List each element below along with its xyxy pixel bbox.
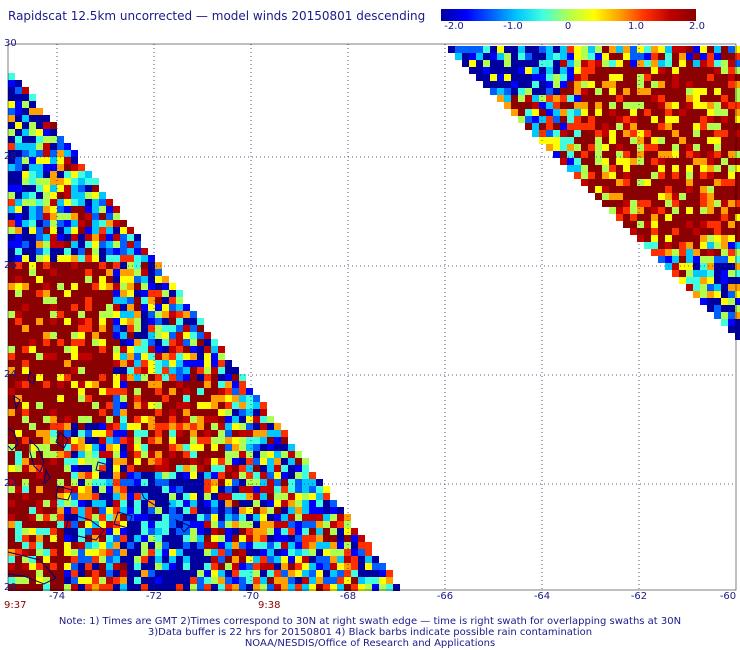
lon-label: -64 — [533, 591, 551, 602]
colorbar-label: 1.0 — [628, 21, 644, 32]
lon-label: -68 — [339, 591, 357, 602]
swath-time-label: 9:38 — [258, 600, 281, 611]
lat-label: 26 — [4, 260, 17, 271]
lon-label: -60 — [719, 591, 737, 602]
lon-label: -72 — [145, 591, 163, 602]
lat-label: 20 — [4, 582, 17, 593]
colorbar-label: 2.0 — [689, 21, 705, 32]
colorbar-label: -2.0 — [444, 21, 464, 32]
lon-label: -62 — [630, 591, 648, 602]
footnote-line-1: Note: 1) Times are GMT 2)Times correspon… — [58, 616, 682, 627]
lat-label: 24 — [4, 369, 17, 380]
colorbar-label: -1.0 — [503, 21, 523, 32]
lat-label: 30 — [4, 38, 17, 49]
lat-label: 22 — [4, 478, 17, 489]
coastline — [7, 370, 191, 585]
map-grid — [8, 44, 736, 590]
colorbar-label: 0 — [564, 21, 572, 32]
lon-label: -70 — [242, 591, 260, 602]
swath-right — [448, 46, 740, 340]
footnote-line-3: NOAA/NESDIS/Office of Research and Appli… — [244, 638, 496, 649]
swath-time-label: 9:37 — [4, 600, 27, 611]
map-title: Rapidscat 12.5km uncorrected — model win… — [8, 9, 426, 23]
lon-label: -66 — [436, 591, 454, 602]
lat-label: 28 — [4, 151, 17, 162]
map-border — [7, 43, 737, 591]
swath-left — [8, 73, 400, 591]
colorbar — [441, 9, 696, 21]
footnote-line-2: 3)Data buffer is 22 hrs for 20150801 4) … — [147, 627, 593, 638]
lon-label: -74 — [48, 591, 66, 602]
